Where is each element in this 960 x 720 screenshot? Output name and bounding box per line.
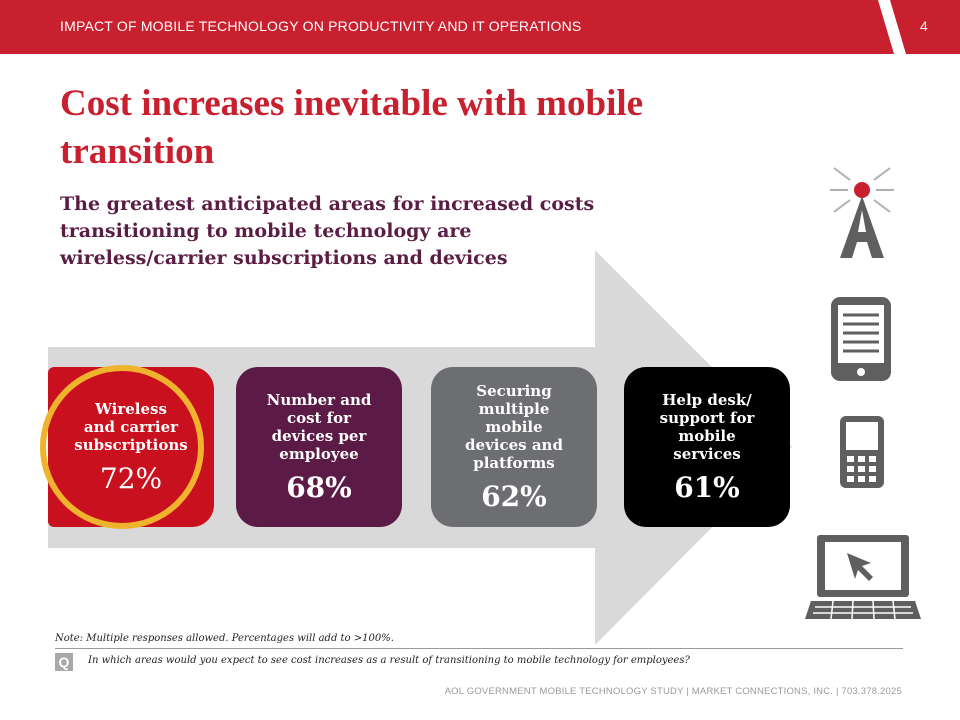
footnote-note: Note: Multiple responses allowed. Percen… — [55, 633, 394, 644]
page-number: 4 — [920, 18, 928, 34]
chart-card-label: Help desk/ support for mobile services — [659, 390, 755, 463]
header-divider — [878, 0, 906, 54]
survey-question: In which areas would you expect to see c… — [88, 655, 690, 666]
chart-value-label: 72% — [99, 461, 163, 495]
question-badge: Q — [55, 653, 73, 671]
chart-card-4: Help desk/ support for mobile services 61… — [624, 367, 790, 527]
chart-value-label: 61% — [674, 470, 740, 504]
chart-value-label: 62% — [481, 479, 547, 513]
chart-card-label: Wireless and carrier subscriptions — [74, 399, 188, 454]
chart-card-label: Securing multiple mobile devices and pla… — [465, 381, 563, 472]
header-bar — [0, 0, 960, 54]
chart-value-label: 68% — [286, 470, 352, 504]
mobile-phone-icon — [840, 416, 884, 488]
antenna-tower-icon — [830, 167, 894, 258]
chart-card-label: Number and cost for devices per employee — [266, 390, 372, 463]
laptop-icon — [805, 535, 921, 620]
chart-card-1: Wireless and carrier subscriptions 72% — [48, 367, 214, 527]
tablet-icon — [831, 297, 891, 381]
slide-title: Cost increases inevitable with mobile tr… — [60, 83, 644, 172]
footer-text: AOL GOVERNMENT MOBILE TECHNOLOGY STUDY |… — [444, 686, 902, 697]
section-title: IMPACT OF MOBILE TECHNOLOGY ON PRODUCTIV… — [60, 18, 582, 34]
chart-card-2: Number and cost for devices per employee… — [236, 367, 402, 527]
chart-card-3: Securing multiple mobile devices and pla… — [431, 367, 597, 527]
slide-subtitle: The greatest anticipated areas for incre… — [60, 193, 595, 269]
divider — [55, 648, 903, 649]
